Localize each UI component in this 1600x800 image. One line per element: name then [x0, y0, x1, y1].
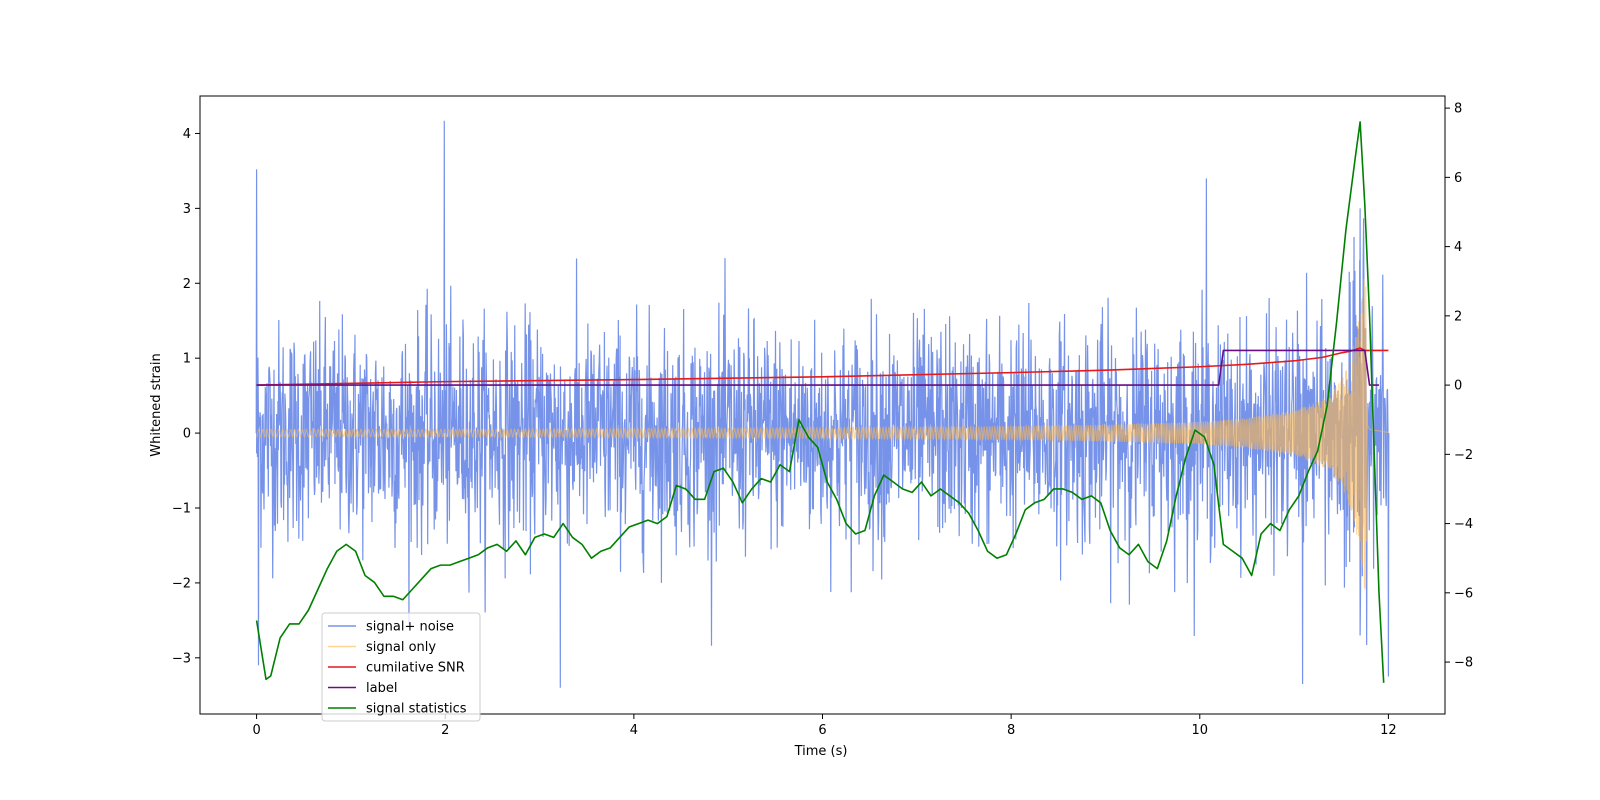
- series-layer: [255, 120, 1390, 688]
- y-axis-label: Whitened strain: [149, 353, 164, 456]
- y-tick-label: 2: [183, 277, 191, 292]
- legend-entry: signal+ noise: [366, 620, 454, 635]
- y-tick-label: −3: [172, 651, 191, 666]
- legend-entry: label: [366, 681, 397, 696]
- x-tick-label: 10: [1191, 723, 1208, 738]
- y-tick-label: −2: [172, 576, 191, 591]
- legend-box: [321, 612, 481, 722]
- y2-tick-label: 8: [1454, 102, 1462, 117]
- y-tick-label: 1: [183, 352, 191, 367]
- x-axis-label: Time (s): [794, 744, 848, 759]
- legend-entry: signal only: [366, 640, 436, 655]
- legend-entry: signal statistics: [366, 702, 467, 717]
- x-tick-label: 0: [252, 723, 260, 738]
- x-tick-label: 4: [630, 723, 638, 738]
- y2-tick-label: −2: [1454, 448, 1473, 463]
- series-signal-statistics: [255, 121, 1385, 683]
- x-tick-label: 6: [818, 723, 826, 738]
- y2-tick-label: −4: [1454, 517, 1473, 532]
- y-tick-label: −1: [172, 502, 191, 517]
- x-axis: 0 2 4 6 8 10 12: [252, 714, 1397, 738]
- legend: signal+ noise signal only cumilative SNR la…: [321, 612, 481, 722]
- x-tick-label: 2: [441, 723, 449, 738]
- series-signal-only: [256, 278, 1389, 590]
- y-tick-label: 0: [183, 427, 191, 442]
- x-tick-label: 12: [1380, 723, 1397, 738]
- y2-tick-label: 0: [1454, 379, 1462, 394]
- y-axis-right: −8 −6 −4 −2 0 2 4 6 8: [1445, 102, 1473, 671]
- y2-tick-label: −8: [1454, 656, 1473, 671]
- y-tick-label: 3: [183, 202, 191, 217]
- series-cumulative-snr: [256, 347, 1389, 386]
- series-signal-noise: [255, 120, 1390, 688]
- legend-entry: cumilative SNR: [366, 661, 465, 676]
- y2-tick-label: 6: [1454, 171, 1462, 186]
- y2-tick-label: −6: [1454, 586, 1473, 601]
- y-tick-label: 4: [183, 127, 191, 142]
- y2-tick-label: 4: [1454, 240, 1462, 255]
- x-tick-label: 8: [1007, 723, 1015, 738]
- y-axis-left: −3 −2 −1 0 1 2 3 4: [172, 127, 200, 666]
- y2-tick-label: 2: [1454, 309, 1462, 324]
